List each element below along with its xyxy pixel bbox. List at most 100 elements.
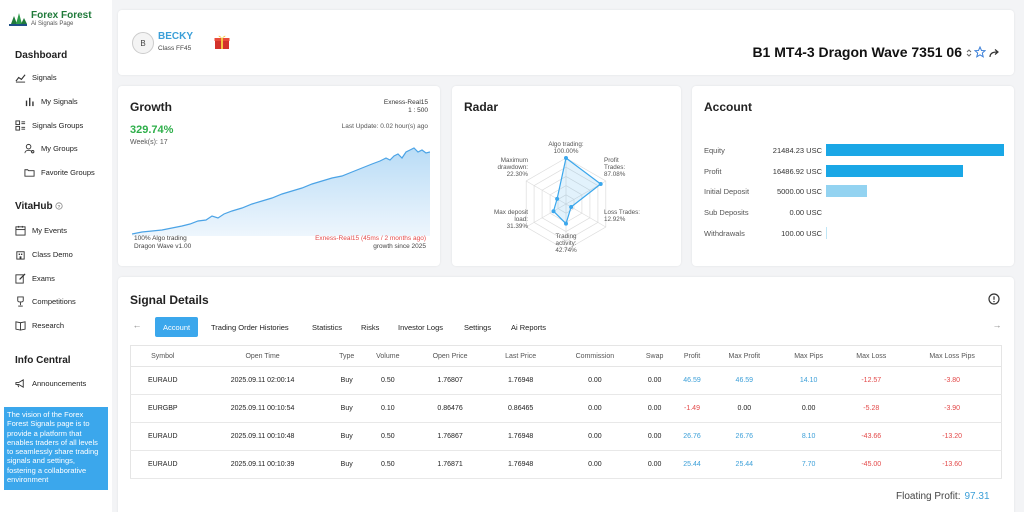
sidebar-item-label: Class Demo [32, 250, 73, 259]
sidebar-item-my-events[interactable]: My Events [15, 225, 67, 236]
cell-last-price: 1.76948 [487, 366, 554, 395]
sidebar-item-research[interactable]: Research [15, 320, 64, 331]
cell-type: Buy [330, 422, 363, 451]
col-max-loss-pips[interactable]: Max Loss Pips [903, 345, 1002, 367]
calendar-icon [15, 225, 26, 236]
avatar[interactable]: B [132, 32, 154, 54]
folder-icon [24, 169, 35, 177]
sidebar-item-my-signals[interactable]: My Signals [24, 96, 78, 107]
col-commission[interactable]: Commission [553, 345, 636, 367]
logo-subtitle: Ai Signals Page [31, 21, 74, 27]
radar-value-label: 31.39% [507, 223, 529, 230]
sort-icon[interactable] [966, 48, 972, 58]
col-symbol[interactable]: Symbol [130, 345, 195, 367]
col-type[interactable]: Type [330, 345, 363, 367]
tabs-bar: ← Account Trading Order Histories Statis… [130, 315, 1004, 337]
account-row-value: 0.00 USC [789, 208, 822, 217]
account-row: Initial Deposit 5000.00 USC [704, 185, 1004, 199]
cell-max-profit: 25.44 [710, 450, 778, 479]
growth-area [132, 148, 430, 236]
radar-axis-label: Loss Trades: [604, 209, 640, 216]
account-bar [826, 185, 868, 197]
logo[interactable]: Forex Forest Ai Signals Page [8, 10, 92, 28]
sidebar-item-label: Signals Groups [32, 121, 84, 130]
growth-since: growth since 2025 [373, 243, 426, 250]
table-row[interactable]: EURAUD 2025.09.11 00:10:48 Buy 0.50 1.76867 1… [130, 422, 1002, 451]
table-row[interactable]: EURGBP 2025.09.11 00:10:54 Buy 0.10 0.86476 0… [130, 394, 1002, 423]
floating-profit-value: 97.31 [964, 491, 990, 502]
tab-ai-reports[interactable]: Ai Reports [511, 322, 547, 332]
account-bar-track [826, 165, 1004, 177]
radar-value-label: 100.00% [554, 148, 579, 155]
cell-volume: 0.50 [362, 366, 413, 395]
tabs-prev-icon[interactable]: ← [132, 320, 142, 330]
radar-axis-label: activity: [556, 240, 577, 247]
sidebar-item-competitions[interactable]: Competitions [15, 296, 76, 307]
alert-circle-icon[interactable] [988, 293, 1000, 305]
radar-axis-line [525, 203, 567, 228]
sidebar-item-my-groups[interactable]: My Groups [24, 143, 78, 154]
cell-max-loss-pips: -13.20 [903, 422, 1002, 451]
sidebar-item-signals-groups[interactable]: Signals Groups [15, 120, 83, 131]
col-max-pips[interactable]: Max Pips [777, 345, 840, 367]
user-name[interactable]: BECKY [158, 31, 194, 42]
list-icon [15, 120, 26, 131]
radar-series [552, 156, 602, 225]
account-row-value: 100.00 USC [781, 229, 822, 238]
sidebar-item-class-demo[interactable]: Class Demo [15, 249, 73, 260]
sidebar-item-label: Exams [32, 274, 55, 283]
signal-details-title: Signal Details [130, 293, 209, 307]
table-row[interactable]: EURAUD 2025.09.11 02:00:14 Buy 0.50 1.76807 1… [130, 366, 1002, 395]
tab-investor-logs[interactable]: Investor Logs [398, 322, 444, 332]
last-update: Last Update: 0.02 hour(s) ago [341, 123, 428, 130]
help-circle-icon[interactable]: ? [55, 202, 63, 210]
col-max-profit[interactable]: Max Profit [710, 345, 778, 367]
radar-axis-label: Max deposit [494, 209, 528, 216]
section-vitahub: VitaHub ? [15, 201, 63, 212]
section-vitahub-label: VitaHub [15, 201, 53, 212]
tab-trading-order-histories[interactable]: Trading Order Histories [211, 322, 289, 332]
radar-value-label: 22.30% [507, 171, 529, 178]
col-open-price[interactable]: Open Price [412, 345, 488, 367]
gift-icon[interactable] [214, 34, 230, 50]
cell-open-price: 1.76871 [412, 450, 488, 479]
growth-weeks: Week(s): 17 [130, 139, 168, 146]
cell-profit: 25.44 [673, 450, 711, 479]
sidebar-item-signals[interactable]: Signals [15, 72, 57, 83]
cell-swap: 0.00 [635, 366, 674, 395]
sidebar-item-favorite-groups[interactable]: Favorite Groups [24, 167, 95, 178]
col-open-time[interactable]: Open Time [194, 345, 331, 367]
account-bar [826, 165, 963, 177]
sidebar-item-label: My Signals [41, 97, 78, 106]
account-row: Withdrawals 100.00 USC [704, 227, 1004, 241]
radar-point [598, 181, 603, 186]
star-icon[interactable] [974, 46, 986, 58]
radar-point [555, 196, 560, 201]
tab-account[interactable]: Account [155, 317, 199, 337]
cell-commission: 0.00 [553, 450, 636, 479]
sidebar-item-exams[interactable]: Exams [15, 273, 55, 284]
col-swap[interactable]: Swap [635, 345, 674, 367]
tab-settings[interactable]: Settings [464, 322, 492, 332]
sidebar-item-announcements[interactable]: Announcements [15, 378, 86, 389]
logo-title: Forex Forest [31, 10, 92, 21]
sidebar-item-label: Competitions [32, 297, 76, 306]
share-icon[interactable] [989, 48, 1000, 58]
col-profit[interactable]: Profit [673, 345, 711, 367]
col-last-price[interactable]: Last Price [487, 345, 554, 367]
cell-last-price: 1.76948 [487, 422, 554, 451]
account-bar-track [826, 206, 1004, 218]
table-row[interactable]: EURAUD 2025.09.11 00:10:39 Buy 0.50 1.76871 1… [130, 450, 1002, 479]
cell-open-time: 2025.09.11 02:00:14 [194, 366, 331, 395]
radar-axis-label: load: [514, 216, 528, 223]
account-row-value: 5000.00 USC [776, 187, 822, 196]
col-max-loss[interactable]: Max Loss [839, 345, 904, 367]
floating-profit: Floating Profit: 97.31 [896, 491, 990, 502]
col-volume[interactable]: Volume [362, 345, 413, 367]
section-info-central: Info Central [15, 355, 71, 366]
tabs-next-icon[interactable]: → [992, 320, 1002, 330]
bar-chart-icon [25, 97, 34, 107]
tab-statistics[interactable]: Statistics [312, 322, 343, 332]
info-box: The vision of the Forex Forest Signals p… [4, 407, 108, 490]
tab-risks[interactable]: Risks [361, 322, 380, 332]
